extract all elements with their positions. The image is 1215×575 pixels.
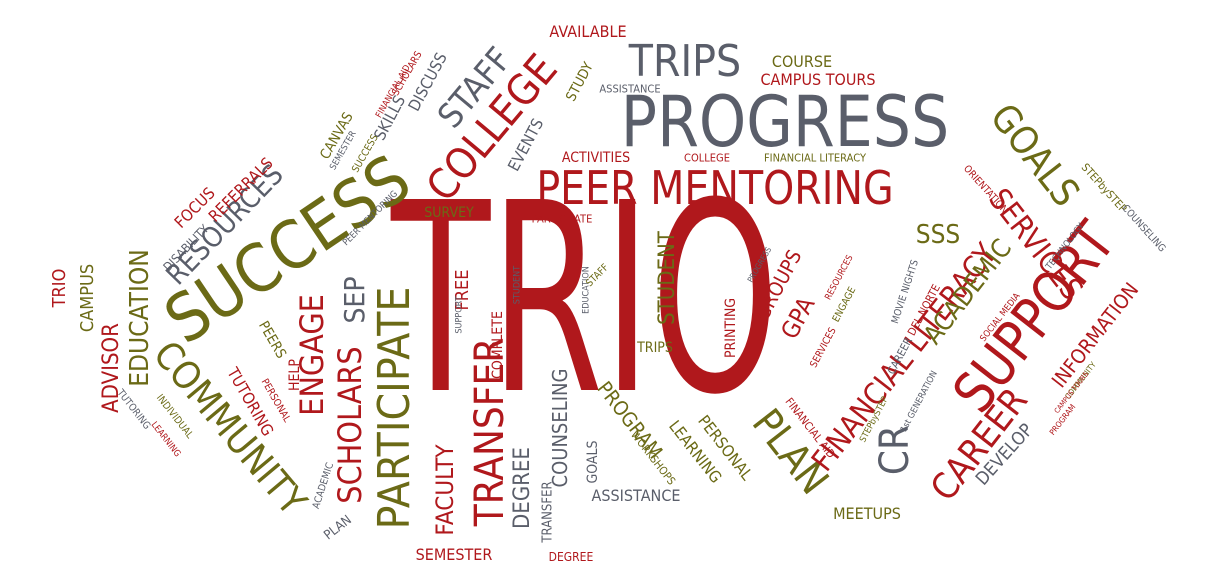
word-trips: TRIPS <box>637 340 673 356</box>
word-services: SERVICES <box>808 325 839 370</box>
word-survey: SURVEY <box>424 205 474 221</box>
word-degree: DEGREE <box>548 550 594 564</box>
word-counseling: COUNSELING <box>548 368 572 488</box>
word-plan: PLAN <box>321 512 355 544</box>
word-sep: SEP <box>338 276 371 324</box>
word-assistance: ASSISTANCE <box>599 82 661 96</box>
word-college: COLLEGE <box>684 151 730 165</box>
word-sss: SSS <box>915 220 961 250</box>
word-campus-tours: CAMPUS TOURS <box>760 70 876 89</box>
word-meetups: MEETUPS <box>833 504 901 523</box>
word-trips: TRIPS <box>628 36 742 87</box>
word-scholars: SCHOLARS <box>331 346 369 504</box>
word-engage: ENGAGE <box>293 294 331 416</box>
word-transfer: TRANSFER <box>540 481 556 543</box>
word-degree: DEGREE <box>510 447 535 529</box>
word-student: STUDENT <box>512 265 523 305</box>
word-student: STUDENT <box>655 231 680 325</box>
word-available: AVAILABLE <box>549 22 627 41</box>
word-education: EDUCATION <box>125 249 155 387</box>
word-financial-literacy: FINANCIAL LITERACY <box>763 151 867 165</box>
word-campus: CAMPUS <box>77 263 98 333</box>
word-activities: ACTIVITIES <box>561 150 631 166</box>
word-trio: TRIO <box>49 268 70 308</box>
word-course: COURSE <box>771 52 833 71</box>
word-support: SUPPORT <box>454 296 465 334</box>
word-assistance: ASSISTANCE <box>591 486 681 505</box>
word-cr: CR <box>872 424 918 476</box>
word-faculty: FACULTY <box>431 444 459 536</box>
word-gpa: GPA <box>775 292 821 344</box>
word-participate: PARTICIPATE <box>369 286 420 530</box>
word-semester: SEMESTER <box>415 545 493 564</box>
word-participate: PARTICIPATE <box>531 212 593 226</box>
word-education: EDUCATION <box>581 266 592 314</box>
word-printing: PRINTING <box>723 297 739 359</box>
word-complete: COMPLETE <box>490 311 506 379</box>
word-progress: PROGRESS <box>620 81 950 163</box>
word-trio: TRIO <box>391 147 779 452</box>
word-study: STUDY <box>563 59 597 105</box>
word-peers: PEERS <box>255 318 289 362</box>
word-counseling: COUNSELING <box>1119 202 1168 255</box>
word-goals: GOALS <box>585 440 601 484</box>
word-help: HELP <box>287 358 303 392</box>
word-peer-mentoring: PEER MENTORING <box>536 161 894 215</box>
